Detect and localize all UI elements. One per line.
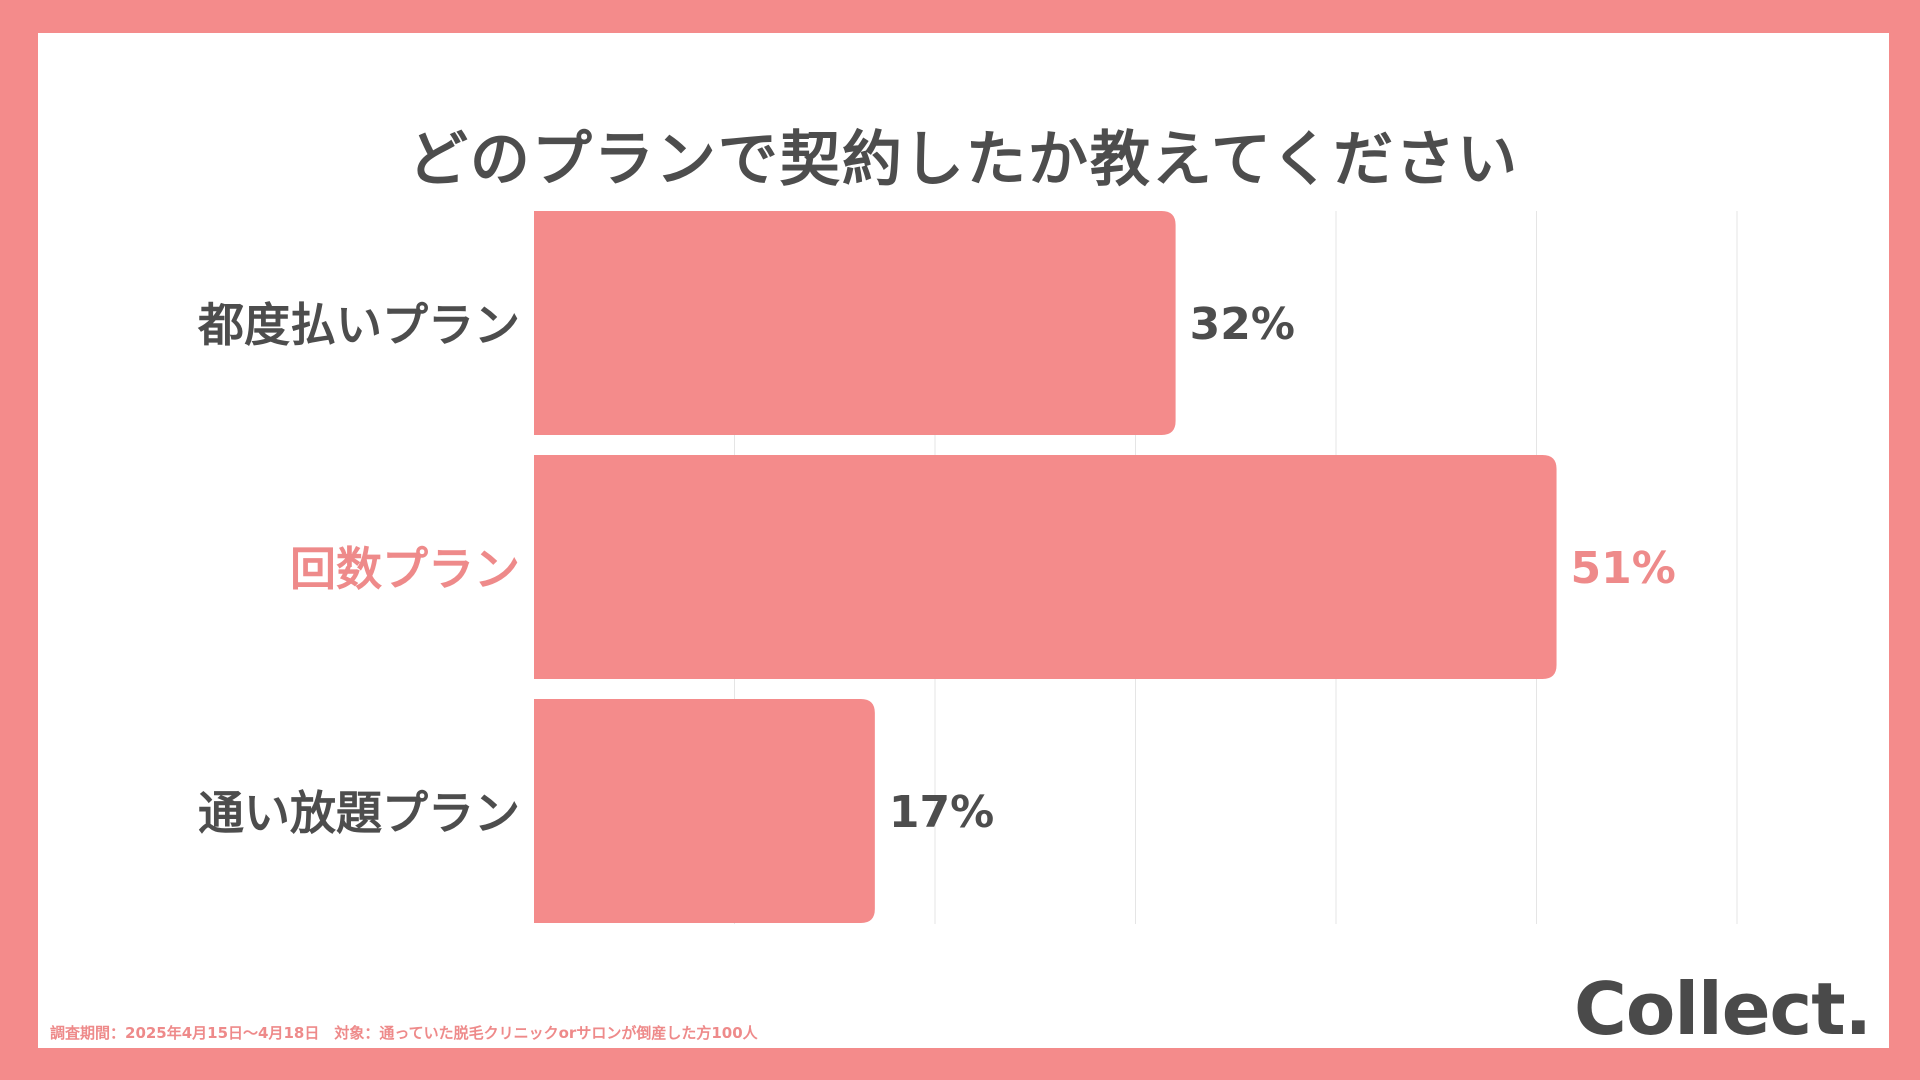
chart-title: どのプランで契約したか教えてください — [407, 125, 1520, 195]
bar — [534, 455, 1557, 679]
category-label: 都度払いプラン — [197, 298, 520, 352]
category-label: 回数プラン — [290, 542, 520, 596]
value-label: 17% — [889, 787, 994, 838]
bar — [534, 211, 1176, 435]
bar — [534, 699, 875, 923]
bar-chart: 都度払いプラン 32% 回数プラン 51% 通い放題プラン 17% — [197, 211, 1738, 924]
category-label: 通い放題プラン — [198, 786, 520, 840]
value-label: 32% — [1190, 299, 1295, 350]
chart-card: どのプランで契約したか教えてください 都度払いプラン 32% 回数プラン 51% 通い放… — [38, 33, 1889, 1048]
survey-footnote: 調査期間：2025年4月15日〜4月18日 対象：通っていた脱毛クリニックorサ… — [50, 1024, 758, 1042]
value-label: 51% — [1571, 543, 1676, 594]
brand-logo: Collect. — [1574, 967, 1872, 1051]
